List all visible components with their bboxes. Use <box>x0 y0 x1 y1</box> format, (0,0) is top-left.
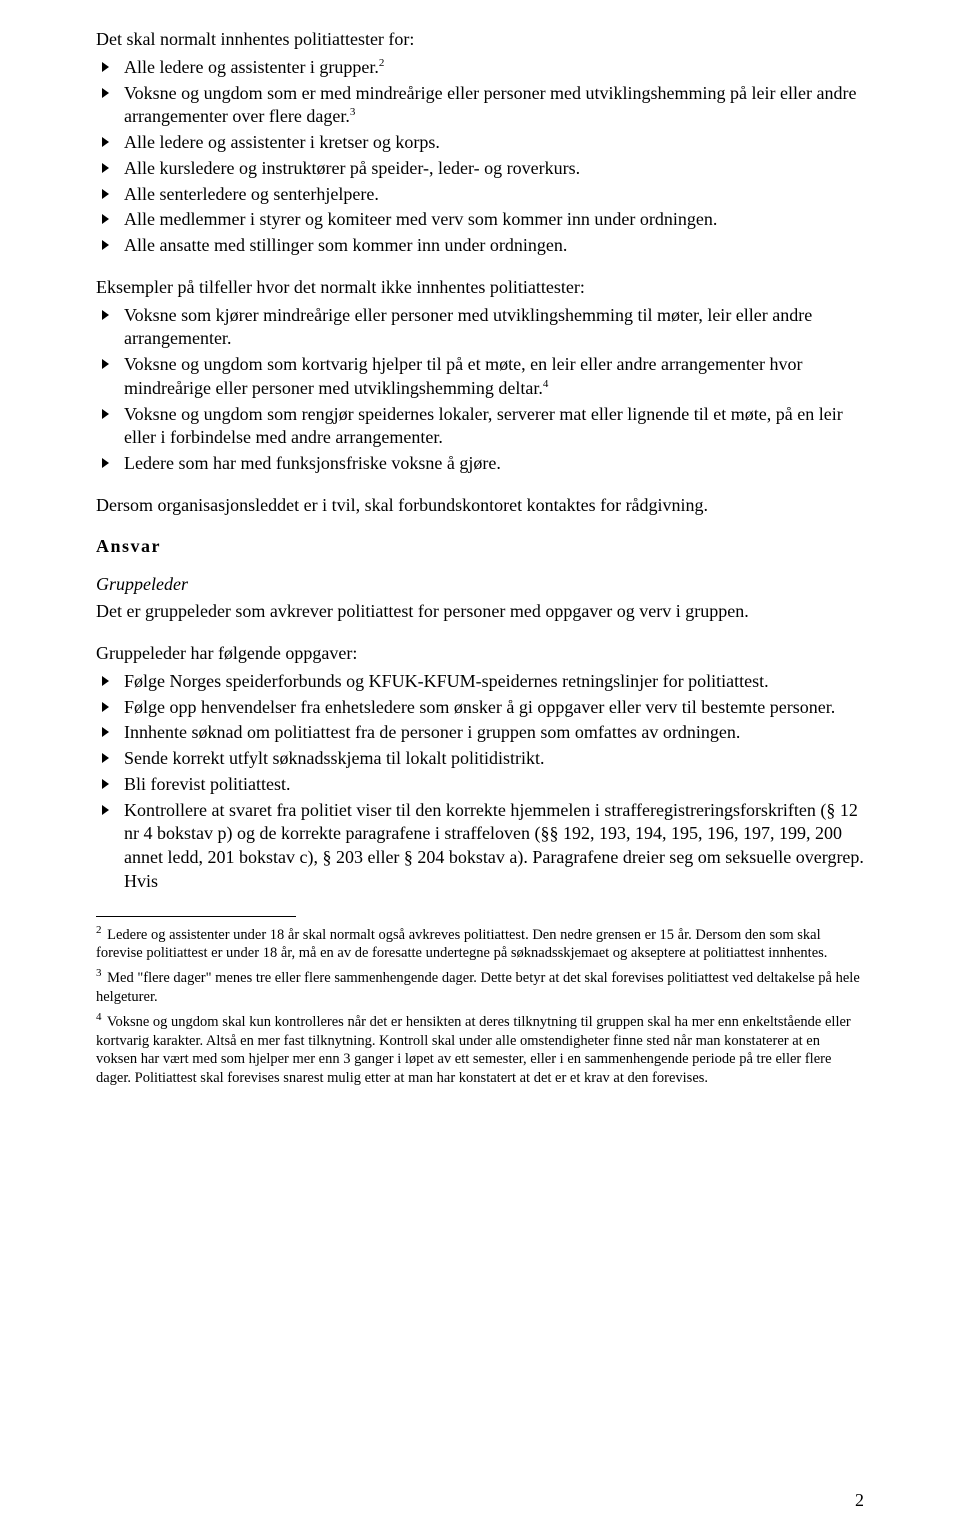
list-item: Alle ledere og assistenter i grupper.2 <box>96 56 864 80</box>
list-1: Alle ledere og assistenter i grupper.2 Vo… <box>96 56 864 258</box>
list-item-text: Ledere som har med funksjonsfriske voksn… <box>124 453 501 473</box>
list-item-text: Følge Norges speiderforbunds og KFUK-KFU… <box>124 671 769 691</box>
footnote-separator <box>96 916 296 917</box>
footnote-ref: 4 <box>543 378 549 390</box>
list-item: Voksne og ungdom som er med mindreårige … <box>96 82 864 130</box>
list-item-text: Sende korrekt utfylt søknadsskjema til l… <box>124 748 544 768</box>
footnote-number: 2 <box>96 924 102 936</box>
gruppeleder-label: Gruppeleder <box>96 573 864 597</box>
footnote-text: Voksne og ungdom skal kun kontrolleres n… <box>96 1014 851 1086</box>
list-item: Følge opp henvendelser fra enhetsledere … <box>96 696 864 720</box>
list-item: Ledere som har med funksjonsfriske voksn… <box>96 452 864 476</box>
list-item-text: Voksne som kjører mindreårige eller pers… <box>124 305 812 349</box>
footnote-text: Med "flere dager" menes tre eller flere … <box>96 970 860 1005</box>
footnote-text: Ledere og assistenter under 18 år skal n… <box>96 926 827 961</box>
gruppeleder-tasks-intro: Gruppeleder har følgende oppgaver: <box>96 642 864 666</box>
footnotes: 2 Ledere og assistenter under 18 år skal… <box>96 923 864 1088</box>
list-item: Følge Norges speiderforbunds og KFUK-KFU… <box>96 670 864 694</box>
gruppeleder-paragraph: Det er gruppeleder som avkrever politiat… <box>96 600 864 624</box>
list-2: Voksne som kjører mindreårige eller pers… <box>96 304 864 476</box>
footnote-ref: 2 <box>379 57 385 69</box>
list-item: Alle ledere og assistenter i kretser og … <box>96 131 864 155</box>
list-item-text: Alle kursledere og instruktører på speid… <box>124 158 580 178</box>
list-item-text: Alle ledere og assistenter i grupper. <box>124 57 379 77</box>
footnote: 4 Voksne og ungdom skal kun kontrolleres… <box>96 1010 864 1087</box>
list-item: Voksne og ungdom som kortvarig hjelper t… <box>96 353 864 401</box>
list-item-text: Bli forevist politiattest. <box>124 774 290 794</box>
intro-line: Det skal normalt innhentes politiatteste… <box>96 28 864 52</box>
list-item: Innhente søknad om politiattest fra de p… <box>96 721 864 745</box>
doubt-paragraph: Dersom organisasjonsleddet er i tvil, sk… <box>96 494 864 518</box>
list-item-text: Alle ansatte med stillinger som kommer i… <box>124 235 567 255</box>
list-item: Kontrollere at svaret fra politiet viser… <box>96 799 864 894</box>
list-item: Alle medlemmer i styrer og komiteer med … <box>96 208 864 232</box>
list-item-text: Voksne og ungdom som rengjør speidernes … <box>124 404 843 448</box>
list-item: Alle senterledere og senterhjelpere. <box>96 183 864 207</box>
footnote: 2 Ledere og assistenter under 18 år skal… <box>96 923 864 963</box>
list-item: Bli forevist politiattest. <box>96 773 864 797</box>
list-item-text: Følge opp henvendelser fra enhetsledere … <box>124 697 835 717</box>
footnote-number: 3 <box>96 967 102 979</box>
list-item: Alle ansatte med stillinger som kommer i… <box>96 234 864 258</box>
list-item-text: Kontrollere at svaret fra politiet viser… <box>124 800 864 891</box>
page: Det skal normalt innhentes politiatteste… <box>0 0 960 1537</box>
list-item-text: Alle ledere og assistenter i kretser og … <box>124 132 440 152</box>
ansvar-heading: Ansvar <box>96 536 864 557</box>
list-item-text: Alle medlemmer i styrer og komiteer med … <box>124 209 717 229</box>
list-item-text: Voksne og ungdom som kortvarig hjelper t… <box>124 354 802 398</box>
list-item: Sende korrekt utfylt søknadsskjema til l… <box>96 747 864 771</box>
examples-intro: Eksempler på tilfeller hvor det normalt … <box>96 276 864 300</box>
footnote-number: 4 <box>96 1011 102 1023</box>
list-item: Voksne og ungdom som rengjør speidernes … <box>96 403 864 451</box>
list-item: Alle kursledere og instruktører på speid… <box>96 157 864 181</box>
footnote: 3 Med "flere dager" menes tre eller fler… <box>96 966 864 1006</box>
list-item-text: Voksne og ungdom som er med mindreårige … <box>124 83 856 127</box>
list-3: Følge Norges speiderforbunds og KFUK-KFU… <box>96 670 864 894</box>
list-item: Voksne som kjører mindreårige eller pers… <box>96 304 864 352</box>
list-item-text: Alle senterledere og senterhjelpere. <box>124 184 379 204</box>
list-item-text: Innhente søknad om politiattest fra de p… <box>124 722 740 742</box>
footnote-ref: 3 <box>350 106 356 118</box>
page-number: 2 <box>855 1490 864 1511</box>
